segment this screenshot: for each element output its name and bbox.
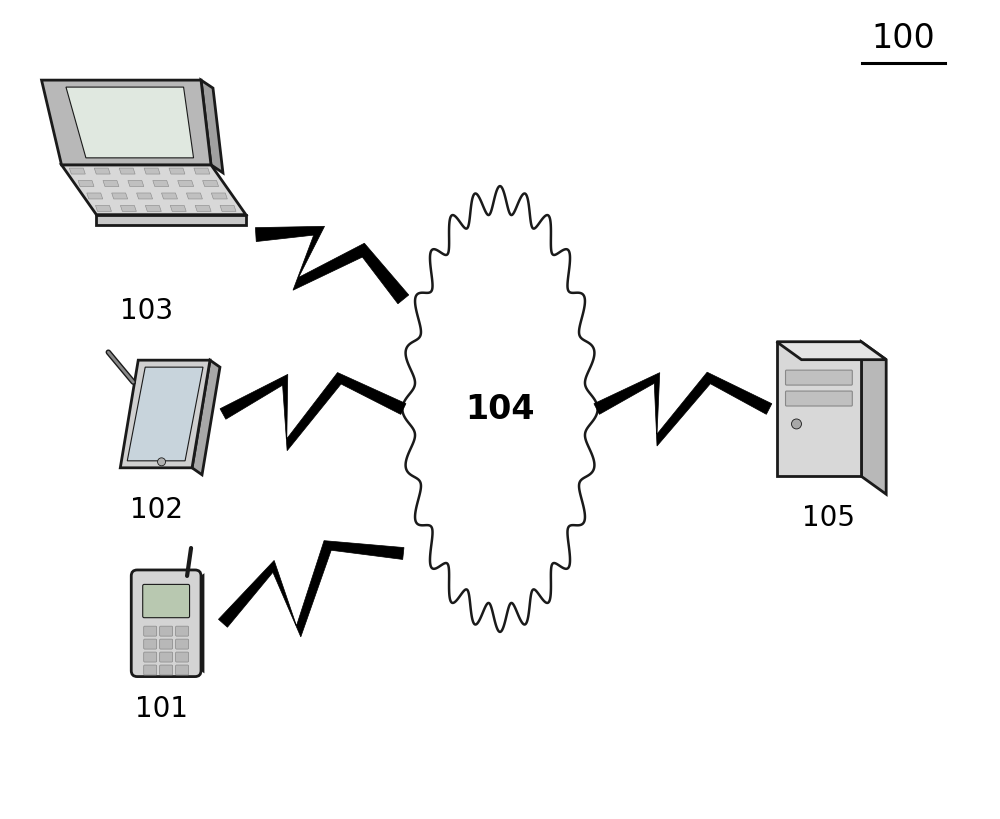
FancyBboxPatch shape (160, 627, 173, 636)
Polygon shape (153, 180, 169, 187)
Text: 101: 101 (135, 695, 188, 723)
Polygon shape (169, 168, 185, 174)
Polygon shape (220, 373, 406, 450)
Polygon shape (201, 80, 223, 173)
Polygon shape (96, 215, 246, 224)
Polygon shape (192, 360, 220, 475)
Circle shape (158, 458, 166, 466)
Polygon shape (69, 168, 85, 174)
FancyBboxPatch shape (176, 665, 189, 675)
Text: 100: 100 (872, 22, 936, 55)
Polygon shape (162, 193, 177, 199)
FancyBboxPatch shape (131, 570, 201, 676)
FancyBboxPatch shape (144, 652, 157, 662)
FancyBboxPatch shape (176, 652, 189, 662)
Polygon shape (195, 206, 211, 211)
Polygon shape (94, 168, 110, 174)
Polygon shape (402, 186, 598, 632)
Polygon shape (186, 193, 202, 199)
Polygon shape (61, 165, 246, 215)
Polygon shape (777, 342, 861, 477)
FancyBboxPatch shape (786, 391, 852, 406)
FancyBboxPatch shape (160, 652, 173, 662)
Text: 104: 104 (465, 392, 535, 426)
Polygon shape (170, 206, 186, 211)
Polygon shape (211, 193, 227, 199)
Polygon shape (112, 193, 128, 199)
Polygon shape (78, 180, 94, 187)
Polygon shape (137, 193, 153, 199)
Polygon shape (203, 180, 219, 187)
Polygon shape (144, 168, 160, 174)
Polygon shape (145, 206, 161, 211)
Polygon shape (594, 372, 772, 446)
Polygon shape (255, 226, 409, 304)
Polygon shape (194, 168, 210, 174)
Polygon shape (127, 367, 203, 461)
Polygon shape (120, 206, 136, 211)
FancyBboxPatch shape (144, 665, 157, 675)
Polygon shape (220, 206, 236, 211)
Polygon shape (861, 342, 886, 494)
Polygon shape (103, 180, 119, 187)
FancyBboxPatch shape (160, 639, 173, 649)
Polygon shape (96, 206, 111, 211)
Polygon shape (128, 180, 144, 187)
Polygon shape (195, 576, 203, 671)
Polygon shape (42, 80, 211, 165)
Circle shape (792, 419, 801, 429)
FancyBboxPatch shape (143, 585, 190, 618)
Polygon shape (119, 168, 135, 174)
Polygon shape (178, 180, 194, 187)
Text: 105: 105 (802, 504, 855, 532)
FancyBboxPatch shape (786, 370, 852, 385)
Text: 103: 103 (120, 297, 173, 325)
FancyBboxPatch shape (144, 627, 157, 636)
Polygon shape (87, 193, 103, 199)
FancyBboxPatch shape (176, 639, 189, 649)
Polygon shape (66, 87, 194, 158)
Polygon shape (777, 342, 886, 360)
Polygon shape (120, 360, 210, 468)
Polygon shape (218, 541, 404, 637)
Text: 102: 102 (130, 495, 183, 523)
FancyBboxPatch shape (160, 665, 173, 675)
FancyBboxPatch shape (144, 639, 157, 649)
FancyBboxPatch shape (176, 627, 189, 636)
